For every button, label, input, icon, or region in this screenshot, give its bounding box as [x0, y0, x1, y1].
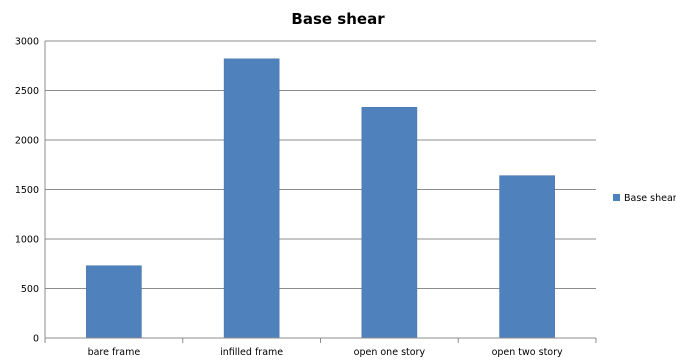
x-tick-label: open two story [492, 347, 563, 358]
bars [86, 58, 555, 339]
y-tick-label: 2500 [15, 86, 39, 97]
legend-swatch [613, 194, 620, 201]
y-tick-label: 2000 [15, 136, 39, 147]
bar [499, 175, 555, 339]
y-tick-label: 0 [33, 334, 39, 345]
y-axis-ticks: 0 500 1000 1500 2000 2500 3000 [15, 37, 39, 345]
legend: Base shear [613, 193, 676, 204]
y-tick-label: 3000 [15, 37, 39, 48]
x-tick-label: bare frame [88, 347, 141, 358]
x-tick-label: infilled frame [220, 347, 283, 358]
y-tick-label: 1000 [15, 235, 39, 246]
legend-label: Base shear [624, 193, 676, 204]
chart-title: Base shear [291, 10, 385, 28]
bar [223, 58, 280, 339]
axes [44, 41, 597, 343]
bar [361, 107, 418, 339]
x-axis-ticks: bare frame infilled frame open one story op… [88, 347, 563, 358]
y-tick-label: 1500 [15, 185, 39, 196]
y-tick-label: 500 [21, 284, 39, 295]
bar [86, 265, 142, 339]
x-tick-label: open one story [354, 347, 426, 358]
